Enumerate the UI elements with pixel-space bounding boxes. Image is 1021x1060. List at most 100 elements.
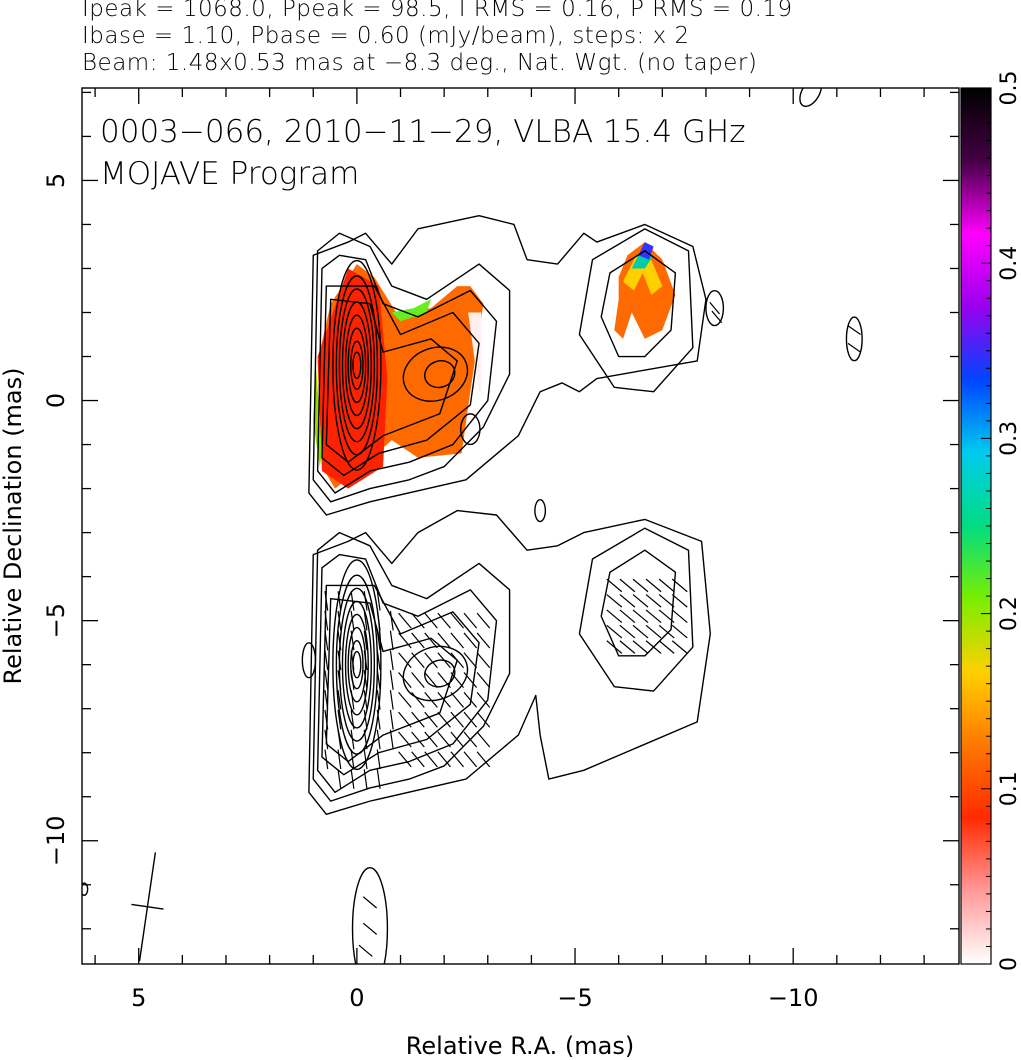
pol-outer-knot (614, 242, 676, 339)
contour-outer-knot-2 (600, 549, 677, 657)
colorbar-tick-label: 0.1 (997, 771, 1021, 806)
evpa-tick (363, 690, 368, 710)
contour-small (799, 88, 823, 108)
evpa-tick (411, 612, 425, 629)
contour-2 (312, 531, 511, 802)
contour-knot (402, 346, 469, 402)
evpa-tick (619, 578, 636, 593)
evpa-tick (350, 670, 355, 690)
contour-3 (316, 553, 498, 794)
evpa-tick (437, 672, 451, 688)
evpa-tick (463, 751, 478, 768)
evpa-tick (376, 670, 381, 690)
evpa-tick (363, 769, 368, 789)
evpa-tick (437, 691, 451, 708)
evpa-tick (424, 711, 438, 728)
evpa-tick (450, 672, 465, 688)
x-tick-label: 0 (349, 984, 364, 1012)
evpa-tick (376, 610, 381, 631)
evpa-tick (437, 711, 451, 728)
beam-minor-axis (131, 903, 164, 910)
evpa-tick (324, 670, 329, 690)
evpa-tick (632, 594, 649, 608)
evpa-tick (350, 650, 355, 671)
evpa-tick (463, 691, 478, 708)
evpa-tick (619, 594, 636, 608)
evpa-tick (847, 342, 861, 353)
evpa-tick (476, 632, 491, 649)
colorbar-tick-label: 0.5 (997, 71, 1021, 106)
evpa-tick (362, 922, 378, 935)
evpa-tick (476, 711, 491, 728)
evpa-tick (358, 944, 373, 957)
header-base-levels: Ibase = 1.10, Pbase = 0.60 (mJy/beam), s… (82, 23, 690, 49)
contour-core (332, 559, 382, 771)
evpa-tick (463, 731, 478, 748)
evpa-tick (350, 610, 355, 631)
evpa-tick (337, 690, 342, 710)
contour-small (845, 316, 863, 362)
colorbar-tick-label: 0 (997, 957, 1021, 971)
evpa-tick (632, 578, 649, 593)
evpa-tick (606, 624, 623, 639)
evpa-tick (337, 591, 342, 611)
evpa-tick (671, 640, 688, 654)
stokes-i-contours (308, 88, 863, 523)
evpa-tick (363, 670, 368, 690)
evpa-tick (437, 731, 451, 748)
evpa-tick (424, 691, 438, 708)
evpa-tick (711, 310, 723, 324)
evpa-tick (411, 691, 425, 708)
evpa-tick (658, 609, 675, 624)
contour-core (341, 301, 372, 430)
evpa-tick (363, 709, 368, 730)
evpa-tick (411, 632, 425, 649)
pol-edge-pale (468, 312, 482, 392)
polarization-vector-contours (82, 509, 711, 964)
axis-tick-labels: 5 0 −5 −10 5 0 −5 −10 (42, 173, 819, 1012)
evpa-tick (350, 729, 355, 750)
evpa-tick (389, 630, 394, 651)
beam-cross (131, 852, 164, 962)
evpa-tick (376, 729, 381, 750)
chart-title: 0003−066, 2010−11−29, VLBA 15.4 GHz (100, 114, 746, 150)
evpa-tick (847, 325, 861, 335)
contour-outer (308, 214, 707, 516)
contour-core (338, 587, 376, 742)
colorbar-tick-label: 0.3 (997, 421, 1021, 456)
evpa-tick (398, 652, 412, 669)
evpa-tick (411, 711, 425, 728)
evpa-tick (632, 640, 649, 654)
contour-outer-knot-2 (600, 250, 677, 358)
header-intensity-stats: Ipeak = 1068.0, Ppeak = 98.5, I RMS = 0.… (82, 0, 793, 22)
evpa-tick (389, 690, 394, 710)
evpa-tick (376, 769, 381, 789)
evpa-tick (671, 578, 688, 593)
evpa-tick (398, 711, 412, 728)
evpa-tick (389, 650, 394, 671)
evpa-tick (619, 640, 636, 654)
evpa-tick (363, 650, 368, 671)
contour-core (341, 600, 372, 729)
evpa-tick (324, 630, 329, 651)
evpa-tick (671, 624, 688, 639)
evpa-tick (324, 749, 329, 770)
evpa-tick (450, 751, 465, 768)
evpa-tick (476, 652, 491, 669)
contour-5 (325, 298, 458, 463)
evpa-tick (337, 650, 342, 671)
evpa-tick (606, 640, 623, 654)
evpa-tick (324, 729, 329, 750)
evpa-tick (606, 609, 623, 624)
contour-outer-knot (578, 228, 694, 393)
contour-outer (308, 509, 711, 816)
evpa-tick (350, 709, 355, 730)
evpa-tick (658, 594, 675, 608)
evpa-tick (411, 731, 425, 748)
evpa-tick (424, 672, 438, 688)
evpa-tick (363, 630, 368, 651)
evpa-tick (476, 612, 491, 629)
contour-small (351, 867, 389, 964)
evpa-tick (389, 670, 394, 690)
